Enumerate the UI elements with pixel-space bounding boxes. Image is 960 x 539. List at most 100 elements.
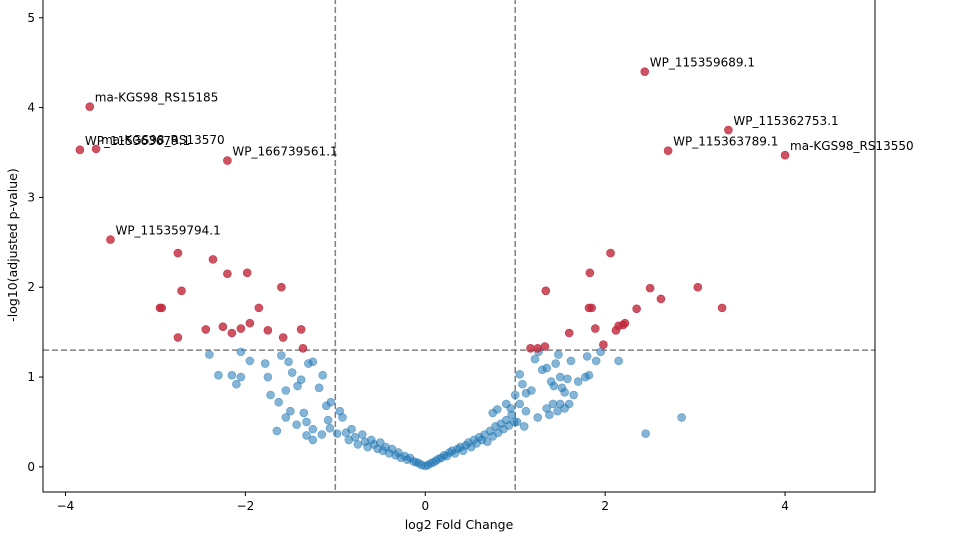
non-significant-point (560, 388, 569, 397)
non-significant-point (326, 397, 336, 407)
non-significant-point (263, 372, 273, 382)
non-significant-point (515, 370, 525, 379)
significant-point (541, 286, 551, 296)
significant-point (173, 248, 183, 258)
non-significant-point (318, 370, 328, 380)
non-significant-point (281, 386, 291, 395)
non-significant-point (284, 357, 293, 367)
point-annotation: WP_115363679.1 (85, 134, 190, 148)
significant-point (618, 320, 628, 330)
significant-point (533, 343, 543, 353)
non-significant-point (533, 413, 543, 422)
non-significant-point (548, 399, 558, 409)
non-significant-point (323, 415, 333, 425)
significant-point (218, 322, 228, 332)
non-significant-point (272, 426, 282, 436)
non-significant-point (492, 405, 502, 414)
x-tick-label: −4 (57, 499, 75, 513)
significant-point (526, 343, 535, 353)
points-significant (75, 67, 790, 353)
x-tick-label: 0 (421, 499, 429, 513)
non-significant-point (569, 390, 578, 400)
non-significant-point (281, 413, 291, 422)
non-significant-point (545, 410, 554, 420)
non-significant-point (302, 417, 311, 427)
significant-point (177, 286, 186, 296)
significant-point (540, 342, 550, 351)
significant-point (157, 303, 167, 313)
non-significant-point (236, 372, 246, 382)
non-significant-point (553, 406, 562, 416)
non-significant-point (483, 437, 492, 447)
x-tick-label: 2 (601, 499, 609, 513)
non-significant-point (563, 374, 572, 384)
x-axis-ticks: −4 −2 0 2 4 (57, 492, 789, 513)
significant-point (278, 333, 288, 342)
non-significant-point (591, 356, 601, 366)
non-significant-point (325, 423, 335, 433)
non-significant-point (512, 417, 522, 427)
significant-point (223, 269, 232, 279)
point-annotations: ma-KGS98_RS15185 WP_115363679.1 ma-KGS98_R… (85, 56, 914, 238)
points-not-significant (205, 347, 686, 471)
non-significant-point (232, 379, 241, 389)
non-significant-point (293, 381, 302, 391)
significant-point (242, 268, 252, 278)
non-significant-point (277, 351, 286, 360)
y-tick-label: 2 (27, 280, 35, 294)
y-tick-label: 0 (27, 460, 35, 474)
significant-point (75, 145, 85, 155)
non-significant-point (308, 435, 318, 445)
point-annotation: ma-KGS98_RS13550 (790, 139, 914, 153)
x-tick-label: −2 (237, 499, 255, 513)
non-significant-point (510, 390, 520, 400)
significant-point (693, 282, 703, 292)
non-significant-point (358, 430, 367, 439)
y-tick-label: 3 (27, 190, 35, 204)
significant-point (223, 156, 232, 165)
non-significant-point (274, 397, 283, 407)
non-significant-point (205, 350, 214, 359)
significant-point (724, 125, 733, 135)
significant-point (296, 325, 306, 334)
x-axis-label: log2 Fold Change (405, 517, 514, 532)
non-significant-point (302, 431, 311, 440)
non-significant-point (236, 347, 246, 357)
non-significant-point (551, 359, 560, 368)
point-annotation: WP_115359689.1 (650, 56, 755, 70)
x-tick-label: 4 (781, 499, 789, 513)
non-significant-point (287, 368, 297, 377)
non-significant-point (677, 413, 686, 422)
significant-point (632, 304, 641, 314)
non-significant-point (317, 430, 327, 439)
significant-point (656, 294, 666, 304)
non-significant-point (260, 359, 270, 368)
non-significant-point (338, 413, 347, 422)
non-significant-point (530, 354, 540, 364)
non-significant-point (292, 420, 301, 429)
non-significant-point (506, 404, 516, 413)
non-significant-point (332, 429, 342, 438)
non-significant-point (566, 356, 576, 366)
significant-point (227, 328, 237, 338)
non-significant-point (515, 399, 525, 409)
significant-point (245, 318, 255, 328)
y-tick-label: 4 (27, 101, 35, 115)
y-axis-ticks: 0 1 2 3 4 5 (27, 11, 43, 474)
point-annotation: ma-KGS98_RS15185 (95, 91, 219, 105)
axes-frame (42, 0, 876, 493)
threshold-lines (43, 0, 875, 492)
non-significant-point (350, 432, 360, 442)
non-significant-point (573, 377, 583, 386)
significant-point (717, 303, 727, 313)
significant-point (585, 268, 595, 278)
y-tick-label: 5 (27, 11, 35, 25)
non-significant-point (582, 352, 592, 361)
point-annotation: WP_166739561.1 (232, 145, 337, 159)
non-significant-point (245, 356, 255, 366)
non-significant-point (555, 372, 565, 382)
significant-point (173, 333, 183, 342)
significant-point (590, 324, 600, 333)
significant-point (298, 343, 308, 353)
